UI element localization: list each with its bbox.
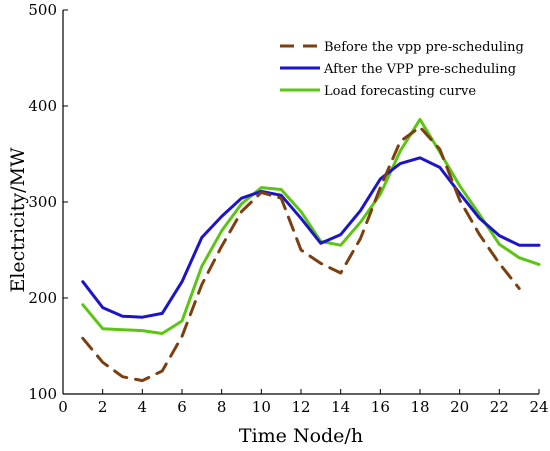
x-tick-label: 18 — [410, 398, 429, 416]
x-tick-label: 12 — [291, 398, 310, 416]
x-tick-label: 4 — [138, 398, 148, 416]
legend: Before the vpp pre-scheduling After the V… — [280, 40, 524, 99]
legend-label-1: Before the vpp pre-scheduling — [324, 40, 524, 55]
x-tick-label: 8 — [217, 398, 227, 416]
x-tick-label: 24 — [529, 398, 548, 416]
y-tick-label: 500 — [28, 1, 57, 19]
legend-label-2: After the VPP pre-scheduling — [323, 62, 516, 77]
x-axis-title: Time Node/h — [239, 425, 363, 447]
y-ticks: 100 200 300 400 500 — [28, 1, 68, 403]
legend-label-3: Load forecasting curve — [324, 84, 476, 99]
x-tick-label: 6 — [177, 398, 187, 416]
x-tick-label: 20 — [450, 398, 469, 416]
y-axis-title: Electricity/MW — [7, 147, 29, 293]
series-line-3 — [81, 117, 541, 335]
x-tick-label: 16 — [371, 398, 390, 416]
y-tick-label: 200 — [28, 289, 57, 307]
y-tick-label: 400 — [28, 97, 57, 115]
x-tick-label: 0 — [58, 398, 68, 416]
y-tick-label: 100 — [28, 385, 57, 403]
x-tick-label: 14 — [331, 398, 350, 416]
series-layer — [81, 117, 541, 383]
x-tick-label: 10 — [252, 398, 271, 416]
y-tick-label: 300 — [28, 193, 57, 211]
x-ticks: 0 2 4 6 8 10 12 14 16 18 20 22 24 — [58, 389, 549, 416]
series-line-1 — [81, 125, 521, 383]
x-tick-label: 22 — [490, 398, 509, 416]
x-tick-label: 2 — [98, 398, 108, 416]
series-line-2 — [81, 156, 541, 319]
